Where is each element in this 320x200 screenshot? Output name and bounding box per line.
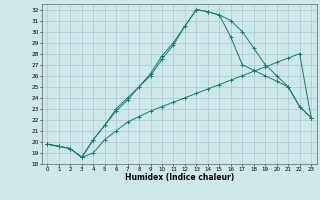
X-axis label: Humidex (Indice chaleur): Humidex (Indice chaleur) (124, 173, 234, 182)
